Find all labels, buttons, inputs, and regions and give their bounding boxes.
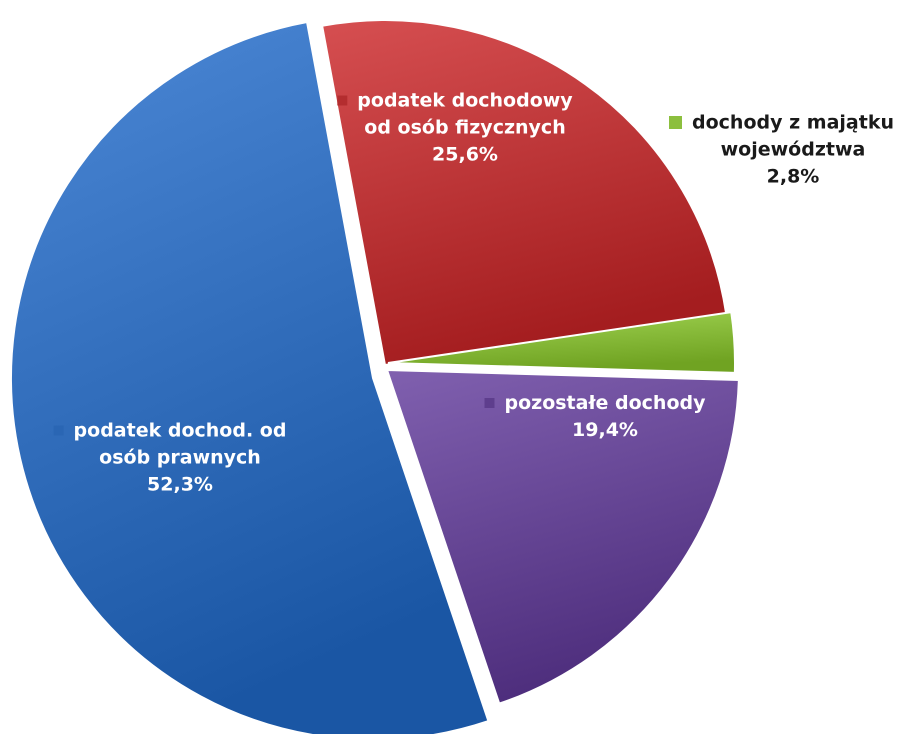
legend-swatch (337, 95, 348, 106)
slice-label-1: podatek dochodowy od osób fizycznych 25,6% (337, 90, 573, 166)
slice-value-label: 52,3% (147, 474, 213, 496)
legend-swatch (669, 116, 682, 129)
slice-label-4: podatek dochod. od osób prawnych 52,3% (53, 420, 287, 496)
pie-slice-4 (10, 20, 490, 734)
slice-category-label: pozostałe dochody (504, 392, 706, 414)
slice-category-label: województwa (721, 139, 866, 161)
slice-category-label: od osób fizycznych (364, 117, 565, 139)
legend-swatch (484, 398, 495, 408)
pie-slice-1 (320, 19, 728, 367)
pie-slice-3 (385, 368, 740, 705)
slice-label-2: dochody z majątku województwa 2,8% (669, 112, 894, 188)
slice-value-label: 25,6% (432, 144, 498, 166)
slice-label-3: pozostałe dochody 19,4% (484, 392, 706, 441)
legend-swatch (53, 425, 64, 436)
slice-category-label: dochody z majątku (692, 112, 894, 134)
pie-labels: podatek dochodowy od osób fizycznych 25,6%… (53, 90, 894, 496)
slice-value-label: 2,8% (767, 166, 820, 188)
slice-category-label: podatek dochod. od (74, 420, 287, 442)
pie-slice-2 (387, 310, 736, 374)
slice-category-label: podatek dochodowy (357, 90, 573, 112)
slice-value-label: 19,4% (572, 419, 638, 441)
pie-slices (10, 19, 740, 734)
slice-category-label: osób prawnych (99, 447, 261, 469)
